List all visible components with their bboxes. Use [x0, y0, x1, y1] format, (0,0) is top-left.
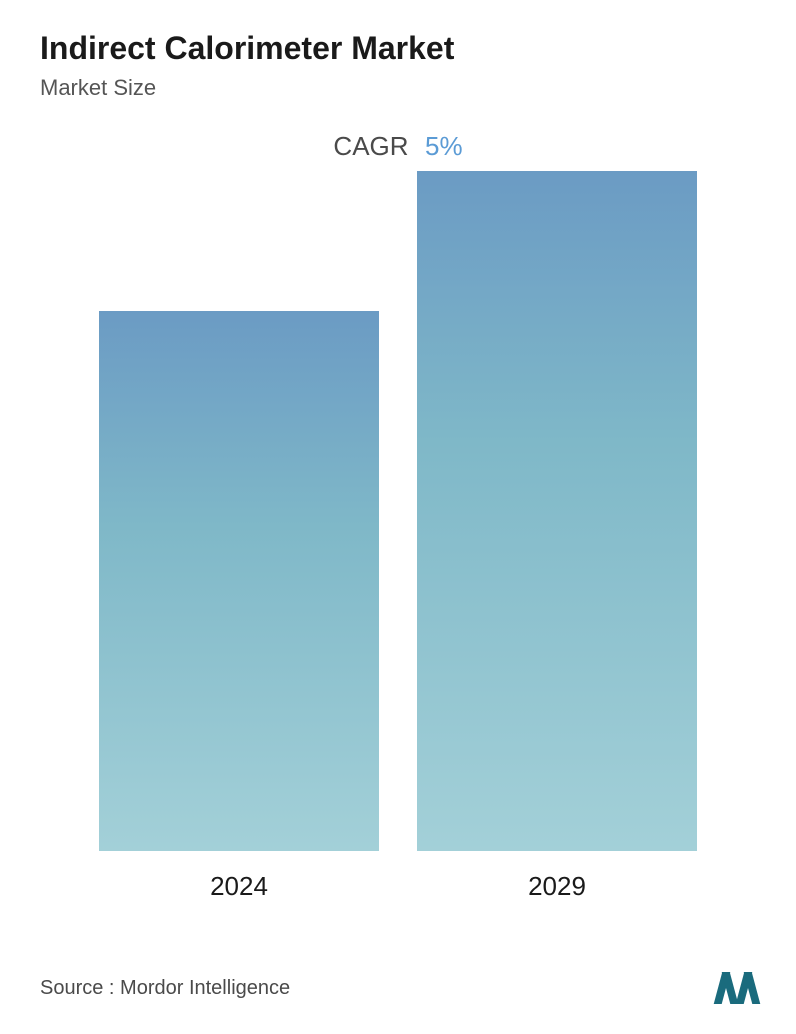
cagr-row: CAGR 5%: [40, 131, 756, 162]
bar-2029: [417, 171, 697, 851]
bar-label-2024: 2024: [210, 871, 268, 902]
bar-label-2029: 2029: [528, 871, 586, 902]
page-subtitle: Market Size: [40, 75, 756, 101]
brand-logo-icon: [718, 972, 756, 1004]
cagr-label: CAGR: [333, 131, 408, 162]
cagr-value: 5%: [425, 131, 463, 162]
footer: Source : Mordor Intelligence: [40, 972, 756, 1004]
bar-2024: [99, 311, 379, 851]
page-title: Indirect Calorimeter Market: [40, 30, 756, 67]
bar-group-2029: 2029: [417, 171, 697, 902]
bar-group-2024: 2024: [99, 311, 379, 902]
source-text: Source : Mordor Intelligence: [40, 977, 290, 1000]
bar-chart: 2024 2029: [40, 222, 756, 902]
